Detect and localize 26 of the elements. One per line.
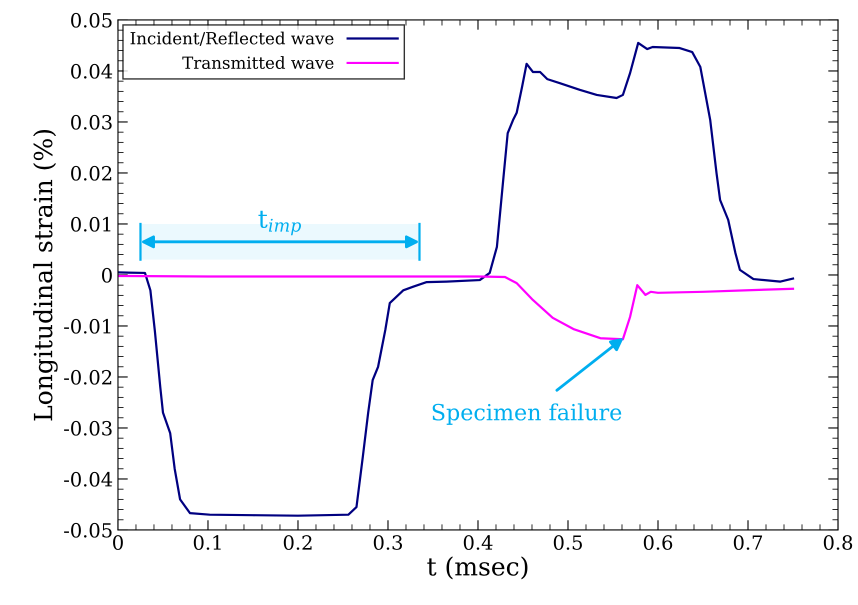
y-tick-label: 0.01 [71,216,110,232]
legend-label: Transmitted wave [182,56,334,69]
band-label: t$_{imp}$ [258,210,301,236]
y-tick-label: 0.05 [71,12,112,28]
x-tick-label: 0.7 [734,535,762,550]
y-tick-label: 0.02 [71,166,112,181]
y-tick-label: -0.02 [64,370,112,385]
x-tick-label: 0.2 [284,535,312,550]
x-tick-label: 0.3 [374,535,402,550]
x-tick-label: 0.4 [464,535,492,550]
x-tick-label: 0.1 [194,535,221,550]
legend-label: Incident/Reflected wave [130,32,334,46]
y-tick-label: 0.04 [71,64,112,79]
x-tick-label: 0.5 [554,535,582,550]
y-tick-label: 0 [102,268,112,283]
x-axis-title: t (msec) [427,556,528,580]
annotation: Specimen failure [432,403,622,425]
y-axis-title: Longitudinal strain (%) [33,130,58,421]
y-tick-label: -0.05 [64,522,112,538]
x-tick-label: 0 [113,535,123,550]
y-tick-label: -0.04 [64,472,112,487]
x-tick-label: 0.6 [644,535,672,550]
y-tick-label: -0.03 [64,420,112,436]
x-tick-label: 0.8 [824,535,852,550]
y-tick-label: -0.01 [64,318,110,334]
y-tick-label: 0.03 [71,114,112,130]
